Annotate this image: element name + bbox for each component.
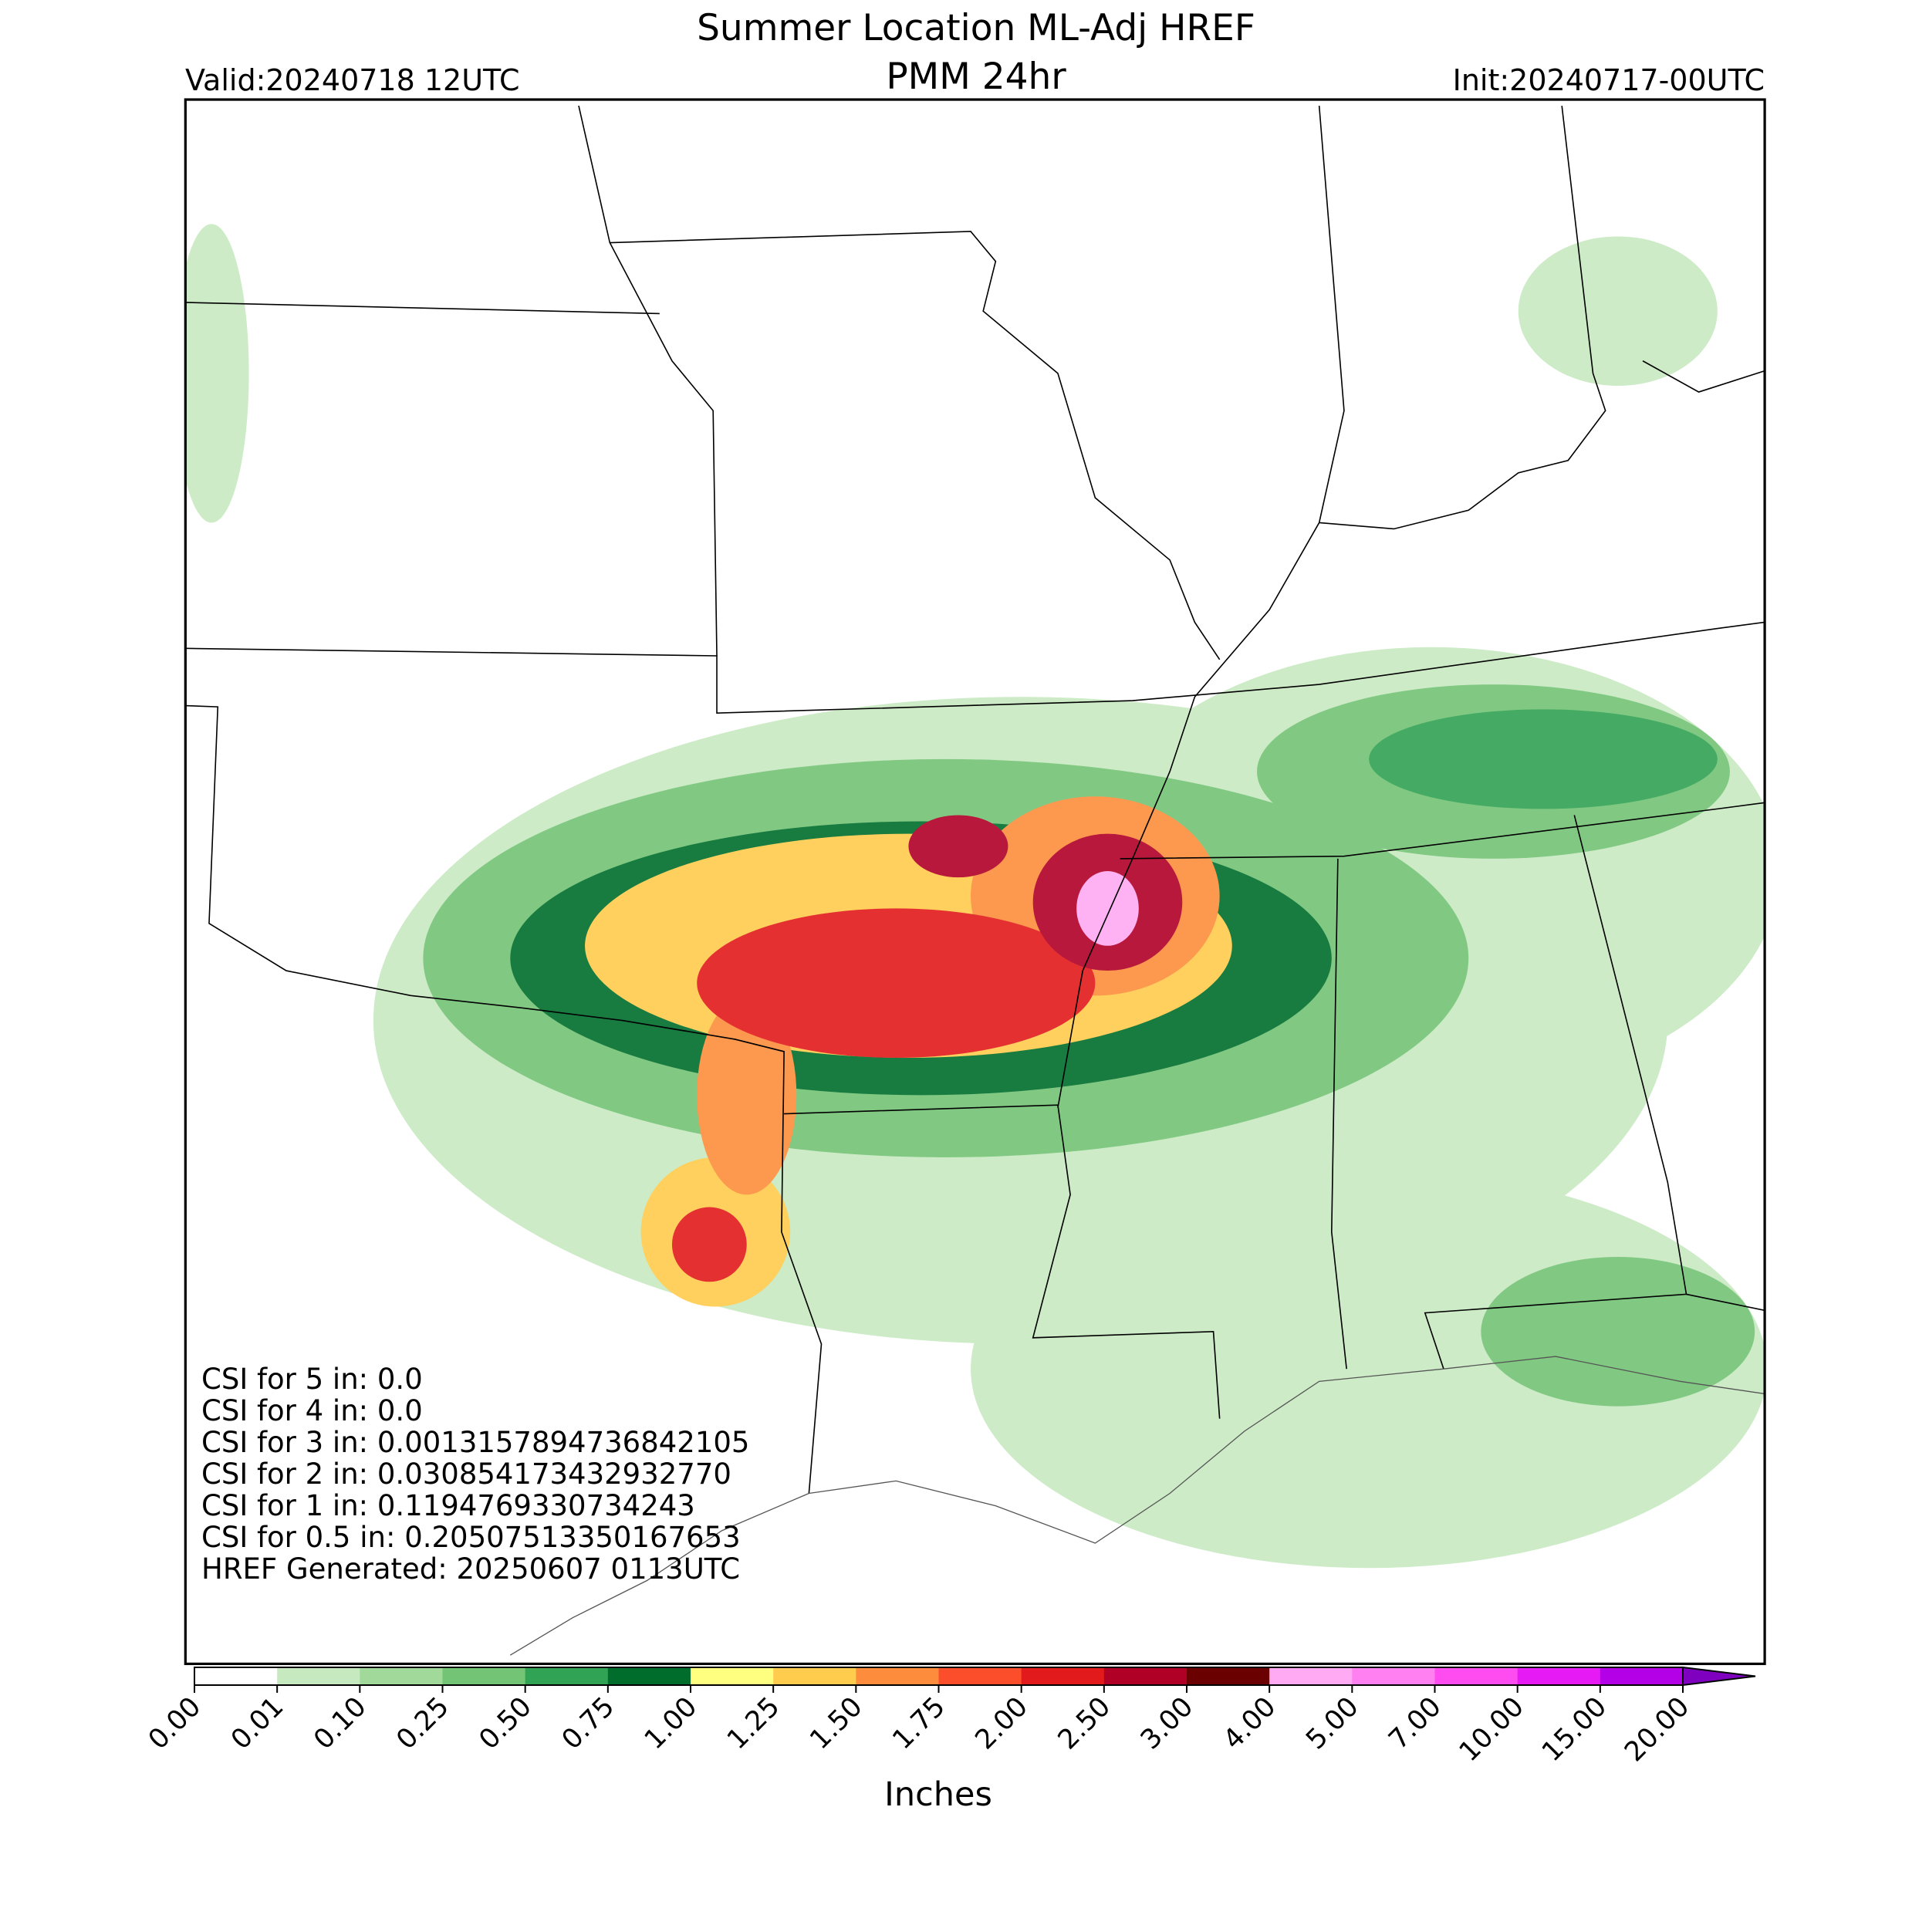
colorbar-segment [1434, 1667, 1519, 1685]
colorbar-segment [691, 1667, 774, 1685]
colorbar-tick-label: 0.01 [225, 1691, 289, 1755]
colorbar-tick-label: 4.00 [1218, 1691, 1282, 1755]
colorbar-tick-label: 7.00 [1383, 1691, 1447, 1755]
valid-time: Valid:20240718 12UTC [185, 63, 520, 97]
colorbar-segment [525, 1667, 609, 1685]
colorbar-extend [1682, 1666, 1756, 1687]
stat-line: CSI for 3 in: 0.0013157894736842105 [201, 1426, 749, 1459]
colorbar-tick-label: 10.00 [1454, 1691, 1530, 1768]
colorbar-tick-label: 1.00 [639, 1691, 703, 1755]
colorbar-tick-label: 0.00 [143, 1691, 207, 1755]
stat-line: CSI for 1 in: 0.1194769330734243 [201, 1489, 695, 1522]
colorbar-segment [938, 1667, 1022, 1685]
init-time: Init:20240717-00UTC [1453, 63, 1765, 97]
stat-line: CSI for 4 in: 0.0 [201, 1394, 423, 1427]
colorbar-segment [1517, 1667, 1601, 1685]
stat-line: CSI for 5 in: 0.0 [201, 1363, 423, 1396]
colorbar-tick-label: 15.00 [1536, 1691, 1613, 1768]
colorbar-segment [1187, 1667, 1270, 1685]
colorbar-segment [442, 1667, 526, 1685]
colorbar-tick-label: 0.10 [308, 1691, 372, 1755]
colorbar-segment [360, 1667, 443, 1685]
colorbar-label: Inches [884, 1775, 992, 1814]
map [184, 98, 1766, 1666]
colorbar-tick-label: 2.50 [1052, 1691, 1117, 1755]
colorbar-tick-label: 1.75 [887, 1691, 951, 1755]
colorbar-segment [1021, 1667, 1105, 1685]
colorbar-segment [194, 1667, 278, 1685]
stat-line: CSI for 2 in: 0.030854173432932770 [201, 1457, 731, 1491]
colorbar: 0.00 0.01 0.10 0.25 0.50 0.75 1.00 1.25 1.50 1.75… [143, 1666, 1756, 1768]
colorbar-segment [277, 1667, 360, 1685]
colorbar-tick-label: 3.00 [1135, 1691, 1199, 1755]
colorbar-tick-label: 1.25 [721, 1691, 785, 1755]
subtitle: PMM 24hr [886, 56, 1066, 98]
colorbar-segment [1269, 1667, 1353, 1685]
colorbar-tick-label: 5.00 [1300, 1691, 1364, 1755]
colorbar-tick-label: 0.75 [556, 1691, 620, 1755]
stat-line: HREF Generated: 20250607 0113UTC [201, 1552, 740, 1586]
colorbar-segment [1352, 1667, 1435, 1685]
colorbar-tick-label: 0.25 [390, 1691, 454, 1755]
colorbar-segment [1103, 1667, 1187, 1685]
colorbar-tick-label: 1.50 [804, 1691, 868, 1755]
colorbar-tick-label: 2.00 [970, 1691, 1034, 1755]
colorbar-segment [1600, 1667, 1684, 1685]
colorbar-tick-label: 20.00 [1619, 1691, 1695, 1768]
colorbar-tick-label: 0.50 [474, 1691, 538, 1755]
colorbar-segment [607, 1667, 691, 1685]
colorbar-segment [773, 1667, 856, 1685]
title: Summer Location ML-Adj HREF [697, 7, 1255, 49]
stat-line: CSI for 0.5 in: 0.20507513350167653 [201, 1521, 741, 1554]
colorbar-segment [856, 1667, 939, 1685]
